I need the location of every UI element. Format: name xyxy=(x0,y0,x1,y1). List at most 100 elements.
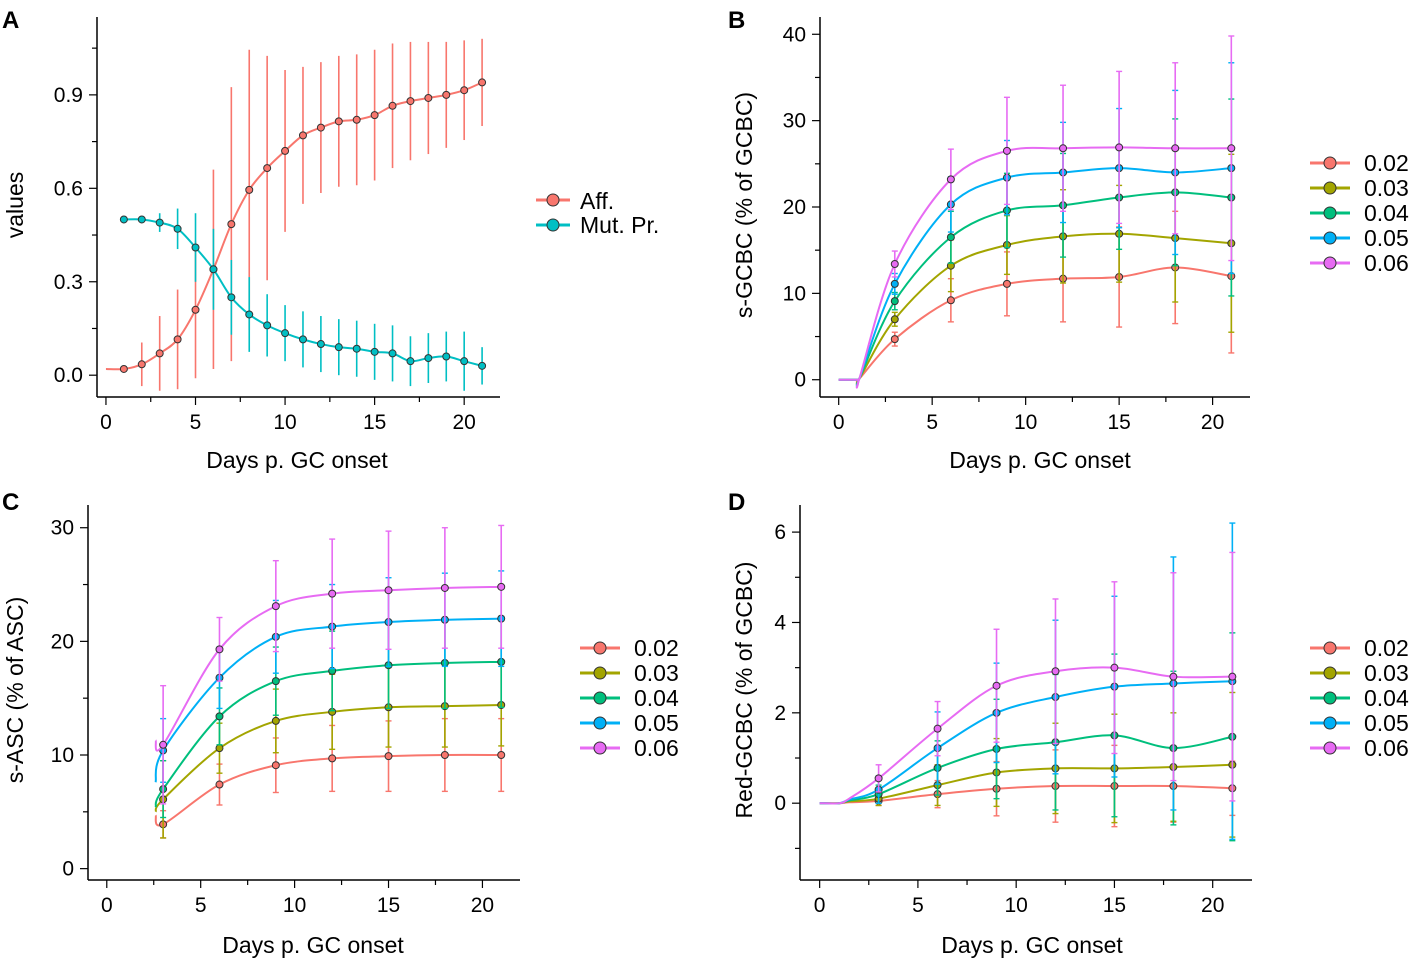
panel-a-series-Aff-point xyxy=(263,164,272,173)
panel-a-series-Aff-point xyxy=(119,364,128,373)
panel-a-series-Aff-point xyxy=(316,123,325,132)
panel-a-series-Aff-point xyxy=(281,146,290,155)
panel-a-series-MutPr-point xyxy=(478,361,487,370)
panel-a-series-Aff-point xyxy=(442,90,451,99)
panel-a-series-MutPr-point xyxy=(406,357,415,366)
panel-a-series-Aff-point xyxy=(227,220,236,229)
panel-b-xtick-label: 10 xyxy=(1014,411,1037,434)
legend-label-mut: Mut. Pr. xyxy=(580,212,659,238)
panel-a-series-MutPr-point xyxy=(245,310,254,319)
panel-a-series-MutPr-point xyxy=(155,218,164,227)
panel-d-xtick-label: 5 xyxy=(912,894,924,917)
panel-c-legend-002-marker xyxy=(593,641,607,655)
panel-d-xtick-label: 10 xyxy=(1004,894,1027,917)
panel-a-ytick-label: 0.0 xyxy=(54,364,83,387)
panel-c-series-006-point xyxy=(384,586,393,595)
panel-c-legend-004-label: 0.04 xyxy=(634,685,679,711)
panel-a-series-MutPr-point xyxy=(119,215,128,224)
panel-b-series-006-point xyxy=(946,175,955,184)
panel-b-series-004-point xyxy=(890,297,899,306)
panel-d-xlabel: Days p. GC onset xyxy=(941,932,1123,958)
panel-a-series-MutPr-point xyxy=(173,224,182,233)
panel-c-xtick-label: 10 xyxy=(283,894,306,917)
panel-a-series-Aff-point xyxy=(478,78,487,87)
panel-letter-d: D xyxy=(728,489,745,516)
panel-a-series-MutPr-point xyxy=(227,293,236,302)
panel-c-series-003-point xyxy=(215,744,224,753)
panel-c-series-003-line xyxy=(154,704,502,813)
panel-c-ytick-label: 30 xyxy=(51,517,74,540)
panel-b-legend-005-label: 0.05 xyxy=(1364,225,1409,251)
panel-a-series-MutPr-point xyxy=(263,321,272,330)
panel-a-series-MutPr-point xyxy=(209,265,218,274)
panel-b-series-006-point xyxy=(890,260,899,268)
panel-c: C 0 5 10 15 20 0 10 20 30 Days p. GC onset s-ASC… xyxy=(2,489,679,958)
panel-b-plot: 0 5 10 15 20 0 10 20 30 40 xyxy=(783,17,1250,434)
panel-b-legend: 0.020.030.040.050.06 xyxy=(1310,150,1409,276)
panel-d-legend-003-marker xyxy=(1323,666,1337,680)
panel-b-legend-004-label: 0.04 xyxy=(1364,200,1409,226)
panel-c-xtick-label: 20 xyxy=(471,894,494,917)
panel-b-xtick-label: 15 xyxy=(1107,411,1130,434)
panel-b: B 0 5 10 15 20 0 10 20 30 40 Days p. GC onset s-G… xyxy=(728,7,1409,473)
panel-b-series-006-point xyxy=(1059,144,1068,153)
panel-c-legend-002-label: 0.02 xyxy=(634,635,679,661)
panel-a-series-Aff-point xyxy=(298,131,307,140)
panel-a-xtick-label: 10 xyxy=(273,411,296,434)
panel-d-plot: 0 5 10 15 20 0 2 4 6 xyxy=(774,505,1252,917)
panel-letter-b: B xyxy=(728,7,745,34)
panel-b-series-004-point xyxy=(946,233,955,242)
panel-c-legend-003-label: 0.03 xyxy=(634,660,679,686)
panel-d-ylabel: Red-GCBC (% of GCBC) xyxy=(731,562,757,819)
panel-a-series-Aff-point xyxy=(334,117,343,126)
panel-c-series-002-point xyxy=(215,780,224,789)
panel-c-series-002-point xyxy=(440,751,449,759)
panel-d-legend-004-label: 0.04 xyxy=(1364,685,1409,711)
panel-a-series-Aff-point xyxy=(424,93,433,102)
panel-b-series-006-line xyxy=(838,146,1232,389)
panel-d-series-006-point xyxy=(874,774,883,783)
panel-d-legend-006-label: 0.06 xyxy=(1364,735,1409,761)
panel-c-series-004-point xyxy=(215,712,224,721)
panel-a-series-Aff-point xyxy=(191,305,200,314)
panel-b-series-006-point xyxy=(1115,143,1124,152)
panel-b-xtick-label: 0 xyxy=(833,411,845,434)
panel-b-ytick-label: 10 xyxy=(783,282,806,305)
panel-a-ytick-label: 0.6 xyxy=(54,177,83,200)
panel-d-series-006-point xyxy=(1110,663,1119,672)
panel-a-legend: Aff. Mut. Pr. xyxy=(536,188,659,238)
panel-a-series-MutPr-point xyxy=(316,340,325,349)
panel-a-series-Aff-point xyxy=(406,97,415,106)
panel-b-legend-003-label: 0.03 xyxy=(1364,175,1409,201)
panel-d-series-006-point xyxy=(992,681,1001,690)
legend-label-aff: Aff. xyxy=(580,188,614,214)
panel-c-legend: 0.020.030.040.050.06 xyxy=(580,635,679,761)
panel-a-xtick-label: 5 xyxy=(190,411,202,434)
panel-d-series-006-point xyxy=(1051,667,1060,676)
panel-b-legend-006-label: 0.06 xyxy=(1364,250,1409,276)
panel-d-xtick-label: 15 xyxy=(1103,894,1126,917)
panel-a-series-Aff-point xyxy=(460,86,469,95)
panel-c-series-006-point xyxy=(328,589,337,598)
panel-a-series-Aff-point xyxy=(155,349,164,358)
panel-c-legend-005-label: 0.05 xyxy=(634,710,679,736)
panel-d-legend-002-marker xyxy=(1323,641,1337,655)
panel-c-series-003-point xyxy=(271,716,280,725)
panel-b-xtick-label: 5 xyxy=(926,411,938,434)
panel-a-ytick-label: 0.9 xyxy=(54,84,83,107)
panel-b-legend-002-marker xyxy=(1323,156,1337,170)
panel-d-legend: 0.020.030.040.050.06 xyxy=(1310,635,1409,761)
panel-a-series-Aff-point xyxy=(370,111,379,120)
panel-b-ytick-label: 40 xyxy=(783,23,806,46)
panel-b-series-006-point xyxy=(1227,144,1236,153)
panel-b-legend-004-marker xyxy=(1323,206,1337,220)
panel-c-plot: 0 5 10 15 20 0 10 20 30 xyxy=(51,505,520,917)
panel-a-series-MutPr-point xyxy=(298,335,307,344)
panel-d-xtick-label: 20 xyxy=(1201,894,1224,917)
panel-b-series-002-point xyxy=(946,296,955,305)
panel-c-legend-006-marker xyxy=(593,741,607,755)
panel-a-xlabel: Days p. GC onset xyxy=(206,447,388,473)
panel-b-series-004-line xyxy=(838,191,1232,386)
panel-a-series-MutPr-point xyxy=(424,354,433,363)
